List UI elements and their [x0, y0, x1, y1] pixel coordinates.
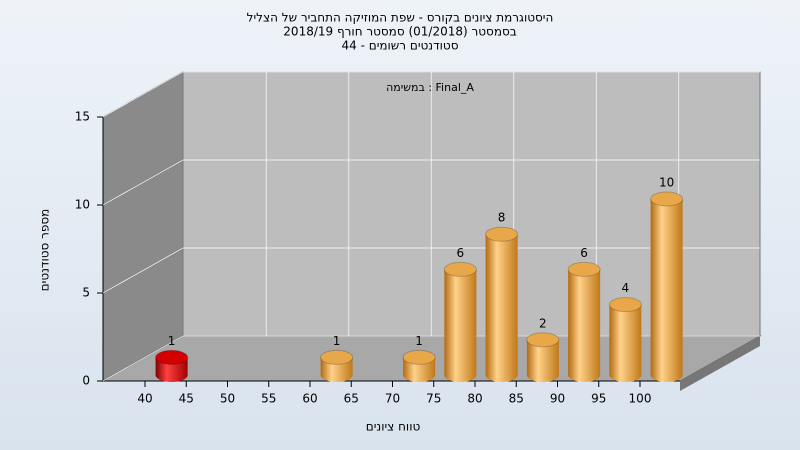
- bar: [526, 332, 560, 382]
- floor-edge: [680, 336, 760, 391]
- value-label: 8: [498, 211, 506, 225]
- annotation: במשימה : Final_A: [386, 81, 474, 94]
- bar-part: [443, 261, 477, 277]
- x-tick-label: 40: [137, 392, 152, 406]
- bar-part: [155, 349, 189, 365]
- y-tick-label: 0: [82, 374, 90, 388]
- bar-part: [485, 234, 518, 375]
- x-tick-label: 95: [591, 392, 606, 406]
- bar: [320, 349, 354, 382]
- bar-part: [526, 332, 560, 348]
- bar-part: [567, 261, 601, 277]
- value-label: 10: [659, 176, 674, 190]
- y-tick-label: 10: [75, 198, 90, 212]
- bar: [402, 349, 436, 382]
- grid-line: [102, 247, 184, 294]
- bar-part: [320, 349, 354, 365]
- x-tick-label: 55: [261, 392, 276, 406]
- bar: [650, 191, 684, 382]
- x-tick-label: 75: [426, 392, 441, 406]
- bar-part: [568, 269, 601, 375]
- x-tick-label: 90: [550, 392, 565, 406]
- x-tick-label: 100: [629, 392, 652, 406]
- bar-part: [402, 349, 436, 365]
- grid-line: [102, 335, 184, 382]
- value-label: 2: [539, 316, 547, 330]
- value-label: 1: [415, 334, 423, 348]
- y-tick-label: 5: [82, 286, 90, 300]
- value-label: 1: [168, 334, 176, 348]
- bar: [443, 261, 477, 382]
- x-tick-label: 80: [467, 392, 482, 406]
- value-label: 4: [622, 281, 630, 295]
- bar: [608, 297, 642, 382]
- x-tick-label: 50: [220, 392, 235, 406]
- value-label: 6: [457, 246, 465, 260]
- bar: [155, 349, 189, 382]
- value-label: 6: [580, 246, 588, 260]
- x-tick-label: 45: [179, 392, 194, 406]
- x-tick-label: 60: [302, 392, 317, 406]
- y-axis-label: מספר סטודנטים: [38, 209, 52, 292]
- x-axis-label: טווח ציונים: [366, 420, 421, 434]
- grid-line: [102, 159, 184, 206]
- bar-part: [609, 304, 642, 375]
- bar-part: [444, 269, 477, 375]
- bar-part: [608, 297, 642, 313]
- bar: [485, 226, 519, 382]
- y-tick-label: 15: [75, 110, 90, 124]
- value-label: 1: [333, 334, 341, 348]
- chart-title: היסטוגרמת ציונים בקורס - שפת המוזיקה התח…: [247, 11, 554, 25]
- x-tick-label: 85: [509, 392, 524, 406]
- bar: [567, 261, 601, 382]
- bar-part: [650, 199, 683, 375]
- x-tick-label: 70: [385, 392, 400, 406]
- x-tick-label: 65: [344, 392, 359, 406]
- bar-part: [650, 191, 684, 207]
- grid-line: [102, 71, 184, 118]
- chart-subtitle: סטודנטים רשומים - 44: [341, 39, 458, 53]
- bar-part: [485, 226, 519, 242]
- chart-subtitle: בסמסטר (01/2018) סמסטר חורף 2018/19: [283, 25, 516, 39]
